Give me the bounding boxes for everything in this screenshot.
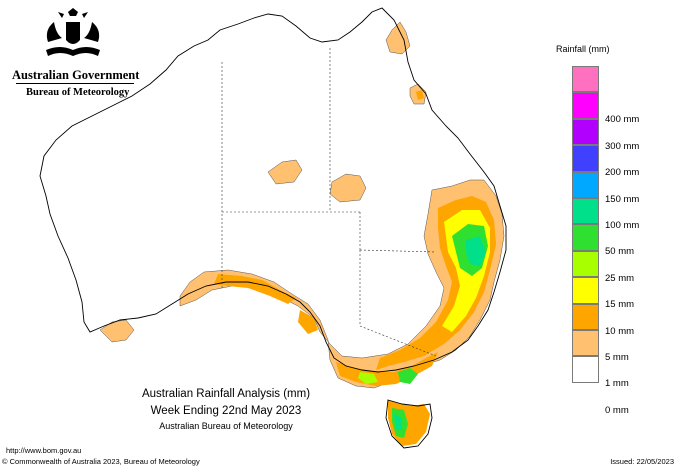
rain-area-east-teal bbox=[466, 236, 486, 266]
legend-swatch bbox=[572, 224, 599, 251]
map-caption: Australian Rainfall Analysis (mm) Week E… bbox=[136, 388, 316, 431]
legend-row: 300 mm bbox=[572, 118, 680, 152]
caption-period: Week Ending 22nd May 2023 bbox=[150, 405, 302, 417]
legend-label: 300 mm bbox=[605, 140, 640, 152]
coat-of-arms-icon bbox=[46, 8, 100, 56]
rain-area-tas-teal bbox=[394, 414, 402, 430]
legend-label: 100 mm bbox=[605, 220, 640, 231]
issued-date: Issued: 22/05/2023 bbox=[610, 457, 674, 466]
legend-label: 10 mm bbox=[605, 325, 635, 337]
legend-row: 400 mm bbox=[572, 92, 680, 125]
mainland-outline bbox=[39, 7, 507, 373]
legend-label: 5 mm bbox=[605, 352, 629, 363]
legend-label: 1 mm bbox=[605, 378, 629, 390]
rain-area-eyre bbox=[298, 310, 318, 334]
legend-row: 200 mm bbox=[572, 145, 680, 178]
border-nsw-north bbox=[359, 249, 437, 253]
rain-area-nt-west bbox=[267, 159, 303, 185]
legend-label: 15 mm bbox=[605, 299, 635, 311]
legend-swatch bbox=[572, 250, 599, 278]
legend-swatch bbox=[572, 66, 599, 93]
legend-row: 0 mm bbox=[572, 383, 680, 416]
rain-area-sw-wa bbox=[99, 319, 135, 343]
legend-row: 15 mm bbox=[572, 277, 680, 310]
legend-label: 0 mm bbox=[605, 404, 629, 416]
legend-label: 50 mm bbox=[605, 246, 635, 258]
border-vic bbox=[359, 325, 437, 357]
legend-swatch bbox=[572, 198, 599, 225]
legend-row: 10 mm bbox=[572, 303, 680, 337]
legend-row: 25 mm bbox=[572, 250, 680, 284]
legend-swatch bbox=[572, 92, 599, 119]
legend-title: Rainfall (mm) bbox=[556, 44, 610, 54]
legend-row: 1 mm bbox=[572, 356, 680, 389]
caption-source: Australian Bureau of Meteorology bbox=[159, 421, 293, 431]
legend-swatch bbox=[572, 277, 599, 304]
legend-row: 5 mm bbox=[572, 330, 680, 363]
legend-swatch bbox=[572, 118, 599, 146]
legend-label: 200 mm bbox=[605, 167, 640, 179]
copyright-notice: © Commonwealth of Australia 2023, Bureau… bbox=[2, 457, 200, 466]
government-title: Australian Government bbox=[12, 68, 140, 82]
legend-swatch bbox=[572, 145, 599, 172]
legend-row: 150 mm bbox=[572, 171, 680, 205]
legend-row bbox=[572, 66, 680, 93]
legend-swatch bbox=[572, 303, 599, 330]
rain-area-vic-green bbox=[398, 368, 418, 384]
legend-label: 400 mm bbox=[605, 114, 640, 126]
caption-title: Australian Rainfall Analysis (mm) bbox=[141, 388, 311, 400]
state-borders bbox=[221, 48, 437, 357]
rain-area-otway bbox=[358, 372, 378, 384]
legend-swatch bbox=[572, 330, 599, 357]
legend-swatch bbox=[572, 171, 599, 198]
legend-label: 25 mm bbox=[605, 272, 635, 284]
title-divider bbox=[16, 83, 134, 84]
rain-area-cairns-core bbox=[416, 90, 424, 100]
tasmania-outline bbox=[385, 399, 433, 449]
legend-swatch bbox=[572, 356, 599, 383]
rain-area-nt-east bbox=[329, 173, 367, 203]
legend-row: 100 mm bbox=[572, 198, 680, 231]
rain-area-sa-coast bbox=[214, 274, 296, 304]
bom-website-link[interactable]: http://www.bom.gov.au bbox=[6, 446, 82, 455]
bureau-title: Bureau of Meteorology bbox=[26, 87, 130, 98]
rain-area-cape-york bbox=[385, 21, 411, 55]
rainfall-shading bbox=[99, 21, 505, 446]
legend-label: 150 mm bbox=[605, 193, 640, 205]
legend-row: 50 mm bbox=[572, 224, 680, 257]
